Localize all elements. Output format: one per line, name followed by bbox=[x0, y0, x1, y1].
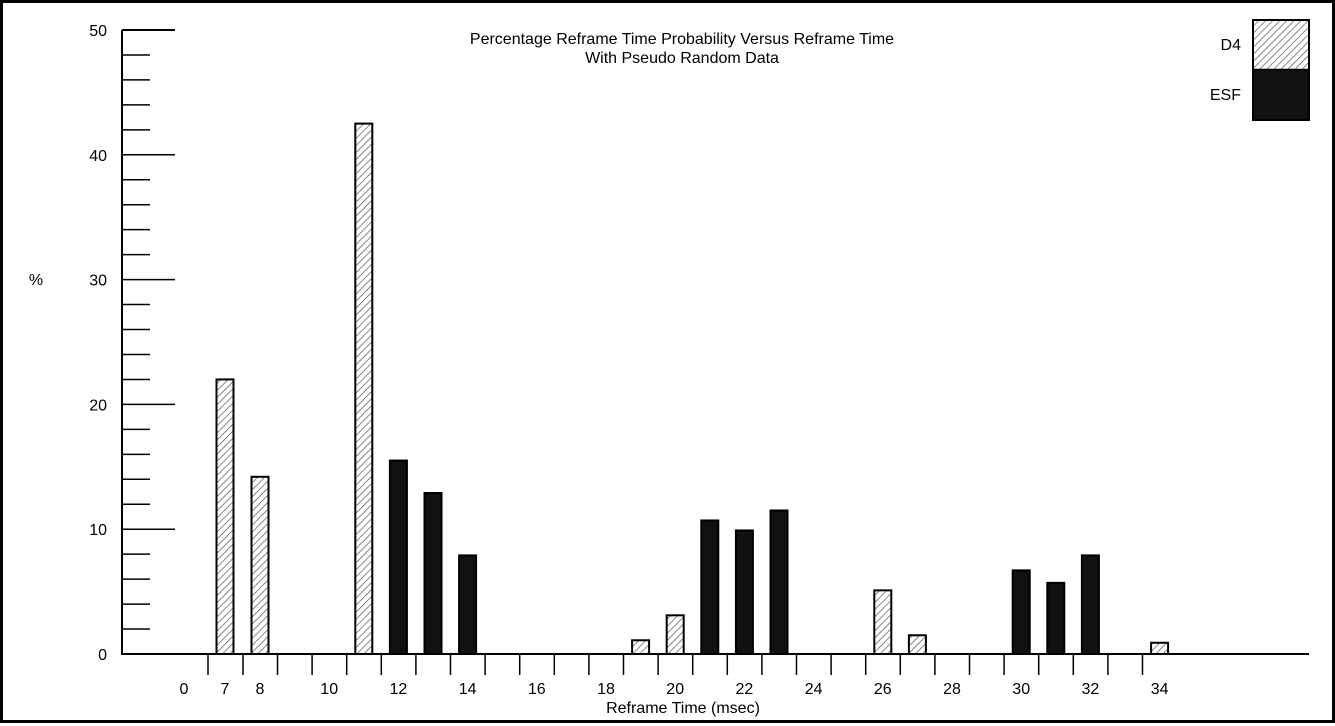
y-tick-label: 50 bbox=[89, 23, 107, 40]
legend-swatch-esf bbox=[1254, 70, 1308, 119]
bar-d4-8 bbox=[250, 475, 270, 655]
x-tick-label: 14 bbox=[459, 681, 477, 698]
bar-d4-7 bbox=[215, 378, 235, 655]
y-tick-label: 30 bbox=[89, 273, 107, 290]
bar-esf-21 bbox=[700, 519, 720, 655]
x-tick-label: 8 bbox=[256, 681, 265, 698]
bar-d4-11 bbox=[354, 122, 374, 656]
bar-d4-20 bbox=[665, 614, 685, 656]
x-tick-label: 10 bbox=[320, 681, 338, 698]
bar-esf-31 bbox=[1046, 581, 1066, 656]
bar-esf-30 bbox=[1011, 569, 1031, 655]
x-tick-label: 34 bbox=[1151, 681, 1169, 698]
bar-esf-14 bbox=[458, 554, 478, 656]
bar-esf-12 bbox=[388, 459, 408, 655]
chart: Percentage Reframe Time Probability Vers… bbox=[29, 19, 1310, 717]
bar-esf-13 bbox=[423, 492, 443, 655]
chart-subtitle: With Pseudo Random Data bbox=[585, 50, 779, 67]
legend: D4 ESF bbox=[1210, 19, 1310, 121]
bar-d4-19 bbox=[631, 639, 651, 655]
x-tick-label: 24 bbox=[805, 681, 823, 698]
bar-esf-32 bbox=[1080, 554, 1100, 656]
y-tick-label: 0 bbox=[98, 647, 107, 664]
bar-d4-26 bbox=[873, 589, 893, 655]
bars bbox=[215, 122, 1170, 656]
x-tick-label: 22 bbox=[736, 681, 754, 698]
y-tick-label: 40 bbox=[89, 148, 107, 165]
legend-label-esf: ESF bbox=[1210, 87, 1241, 104]
x-tick-label: 20 bbox=[666, 681, 684, 698]
chart-title: Percentage Reframe Time Probability Vers… bbox=[470, 31, 894, 48]
bar-d4-27 bbox=[907, 634, 927, 656]
x-axis-label: Reframe Time (msec) bbox=[606, 700, 760, 717]
x-tick-label: 16 bbox=[528, 681, 546, 698]
legend-swatch-d4 bbox=[1254, 21, 1308, 69]
y-tick-label: 10 bbox=[89, 522, 107, 539]
x-tick-label: 18 bbox=[597, 681, 615, 698]
x-tick-label: 26 bbox=[874, 681, 892, 698]
x-tick-label: 7 bbox=[221, 681, 230, 698]
x-tick-label: 28 bbox=[943, 681, 961, 698]
x-tick-label: 30 bbox=[1012, 681, 1030, 698]
bar-esf-22 bbox=[734, 529, 754, 655]
legend-label-d4: D4 bbox=[1221, 37, 1242, 54]
y-axis-label: % bbox=[29, 272, 43, 289]
x-tick-label: 12 bbox=[390, 681, 408, 698]
x-tick-label: 32 bbox=[1082, 681, 1100, 698]
y-tick-label: 20 bbox=[89, 397, 107, 414]
x-tick-label: 0 bbox=[180, 681, 189, 698]
bar-esf-23 bbox=[769, 509, 789, 656]
bar-d4-34 bbox=[1150, 641, 1170, 656]
axes: 0 10 20 30 40 50 0 7 8 10 12 14 16 18 20 22 24 26 28 30 32 34 bbox=[89, 23, 1309, 698]
